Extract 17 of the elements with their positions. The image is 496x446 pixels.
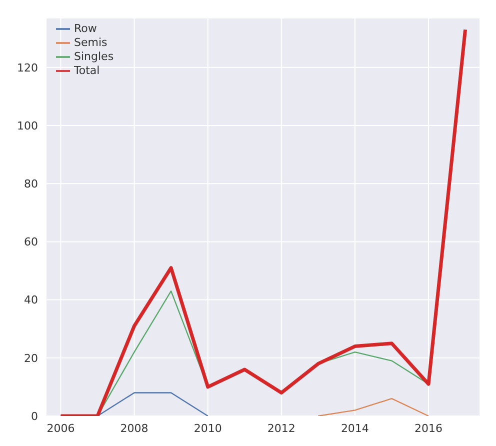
y-tick-label: 80 (24, 177, 38, 190)
x-tick-label: 2006 (46, 422, 75, 435)
y-tick-label: 40 (24, 294, 38, 307)
y-tick-label: 0 (31, 410, 38, 423)
legend-label: Singles (74, 50, 114, 64)
x-tick-label: 2012 (267, 422, 296, 435)
legend-label: Row (74, 22, 97, 36)
x-tick-label: 2014 (340, 422, 369, 435)
y-tick-label: 120 (17, 61, 38, 74)
legend-label: Semis (74, 36, 108, 50)
x-tick-label: 2010 (194, 422, 222, 435)
y-tick-label: 100 (17, 119, 38, 132)
y-tick-label: 60 (24, 236, 38, 249)
y-tick-label: 20 (24, 352, 38, 365)
x-tick-label: 2016 (414, 422, 443, 435)
legend-label: Total (74, 64, 100, 78)
x-tick-label: 2008 (120, 422, 148, 435)
